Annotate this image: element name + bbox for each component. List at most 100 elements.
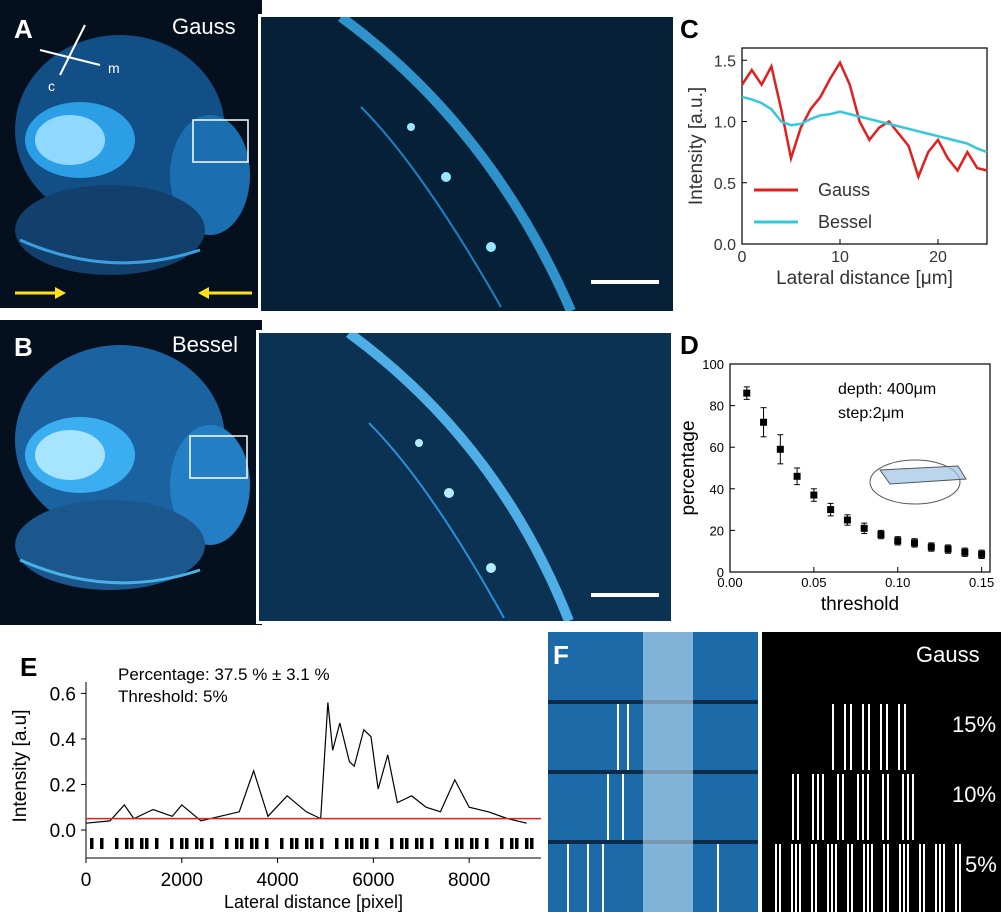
x-tick-label: 0.00: [717, 575, 742, 590]
y-tick-label: 0.5: [714, 176, 736, 193]
panel-a-image: [0, 0, 262, 308]
binary-mark: [455, 838, 459, 849]
x-axis-label: Lateral distance [μm]: [776, 268, 953, 289]
binary-line: [939, 844, 941, 912]
binary-line: [886, 704, 888, 770]
threshold-label-5: 5%: [965, 852, 997, 877]
binary-line: [867, 844, 869, 912]
binary-line: [832, 704, 834, 770]
binary-mark: [235, 838, 239, 849]
binary-mark: [255, 838, 259, 849]
y-tick-label: 0.2: [50, 775, 76, 796]
binary-mark: [195, 838, 199, 849]
panel-label-d: D: [680, 330, 699, 360]
binary-line: [844, 704, 846, 770]
x-tick-label: 6000: [352, 870, 394, 891]
binary-line: [959, 844, 961, 912]
binary-line: [851, 844, 853, 912]
binary-line: [880, 704, 882, 770]
binary-mark: [390, 838, 394, 849]
binary-line: [903, 844, 905, 912]
zoom-bessel: [346, 333, 659, 621]
data-point: [877, 531, 885, 539]
binary-mark: [460, 838, 464, 849]
y-axis-label: Intensity [a.u.]: [686, 87, 707, 205]
panel-b-image: [0, 320, 262, 625]
data-point: [827, 506, 835, 514]
data-point: [843, 516, 851, 524]
binary-mark: [140, 838, 144, 849]
binary-line: [923, 844, 925, 912]
binary-line: [811, 844, 813, 912]
chart-d: 0 20 40 60 80 100 0.00 0.05 0.10 0.15 threshold per…: [678, 357, 994, 615]
binary-line: [792, 774, 794, 840]
binary-mark: [130, 838, 134, 849]
binary-line: [955, 844, 957, 912]
panel-b-title: Bessel: [172, 332, 239, 357]
binary-mark: [185, 838, 189, 849]
binary-mark: [420, 838, 424, 849]
binary-line: [815, 844, 817, 912]
binary-line: [791, 844, 793, 912]
chart-d-frame: [729, 363, 991, 573]
binary-mark: [335, 838, 339, 849]
y-tick-label: 0.4: [50, 730, 77, 751]
panel-label-b: B: [14, 332, 33, 362]
binary-mark: [155, 838, 159, 849]
panel-a-title: Gauss: [172, 14, 236, 39]
data-point: [743, 389, 751, 397]
binary-line: [842, 774, 844, 840]
data-point: [927, 543, 935, 551]
binary-mark: [350, 838, 354, 849]
binary-mark: [290, 838, 294, 849]
x-tick-label: 10: [831, 249, 849, 266]
panel-label-a: A: [14, 14, 33, 44]
binary-mark: [365, 838, 369, 849]
binary-line: [847, 844, 849, 912]
chart-e: 0.0 0.2 0.4 0.6 0 2000 4000 6000 8000 Lateral dis…: [10, 665, 541, 912]
y-tick-label: 1.5: [714, 53, 736, 70]
x-tick-label: 2000: [161, 870, 203, 891]
binary-line: [857, 774, 859, 840]
binary-line: [835, 844, 837, 912]
binary-line: [899, 844, 901, 912]
slice-plane-icon: [879, 465, 967, 485]
binary-mark: [100, 838, 104, 849]
intensity-trace: [85, 702, 527, 824]
data-point: [911, 539, 919, 547]
binary-mark: [90, 838, 94, 849]
y-tick-label: 1.0: [714, 115, 736, 132]
binary-line: [907, 844, 909, 912]
binary-line: [887, 844, 889, 912]
binary-line: [850, 704, 852, 770]
legend-label: Bessel: [818, 212, 872, 232]
binary-line: [882, 774, 884, 840]
binary-mark: [265, 838, 269, 849]
binary-mark: [125, 838, 129, 849]
x-tick-label: 20: [929, 249, 947, 266]
binary-mark: [485, 838, 489, 849]
y-tick-label: 0.0: [50, 821, 76, 842]
y-axis-label: percentage: [678, 420, 699, 515]
binary-mark: [170, 838, 174, 849]
binary-mark: [280, 838, 284, 849]
data-point: [961, 548, 969, 556]
binary-line: [919, 844, 921, 912]
data-point: [760, 418, 768, 426]
binary-mark: [115, 838, 119, 849]
binary-mark: [470, 838, 474, 849]
panel-f-images: [548, 632, 758, 912]
binary-mark: [510, 838, 514, 849]
binary-mark: [515, 838, 519, 849]
data-point: [776, 445, 784, 453]
binary-mark: [295, 838, 299, 849]
annotation-depth: depth: 400μm: [838, 381, 936, 398]
binary-mark: [305, 838, 309, 849]
binary-line: [817, 774, 819, 840]
legend-label: Gauss: [818, 180, 870, 200]
binary-line: [863, 844, 865, 912]
data-point: [944, 545, 952, 553]
y-tick-label: 40: [710, 482, 724, 497]
panel-b-zoom: [256, 330, 674, 624]
binary-mark: [475, 838, 479, 849]
